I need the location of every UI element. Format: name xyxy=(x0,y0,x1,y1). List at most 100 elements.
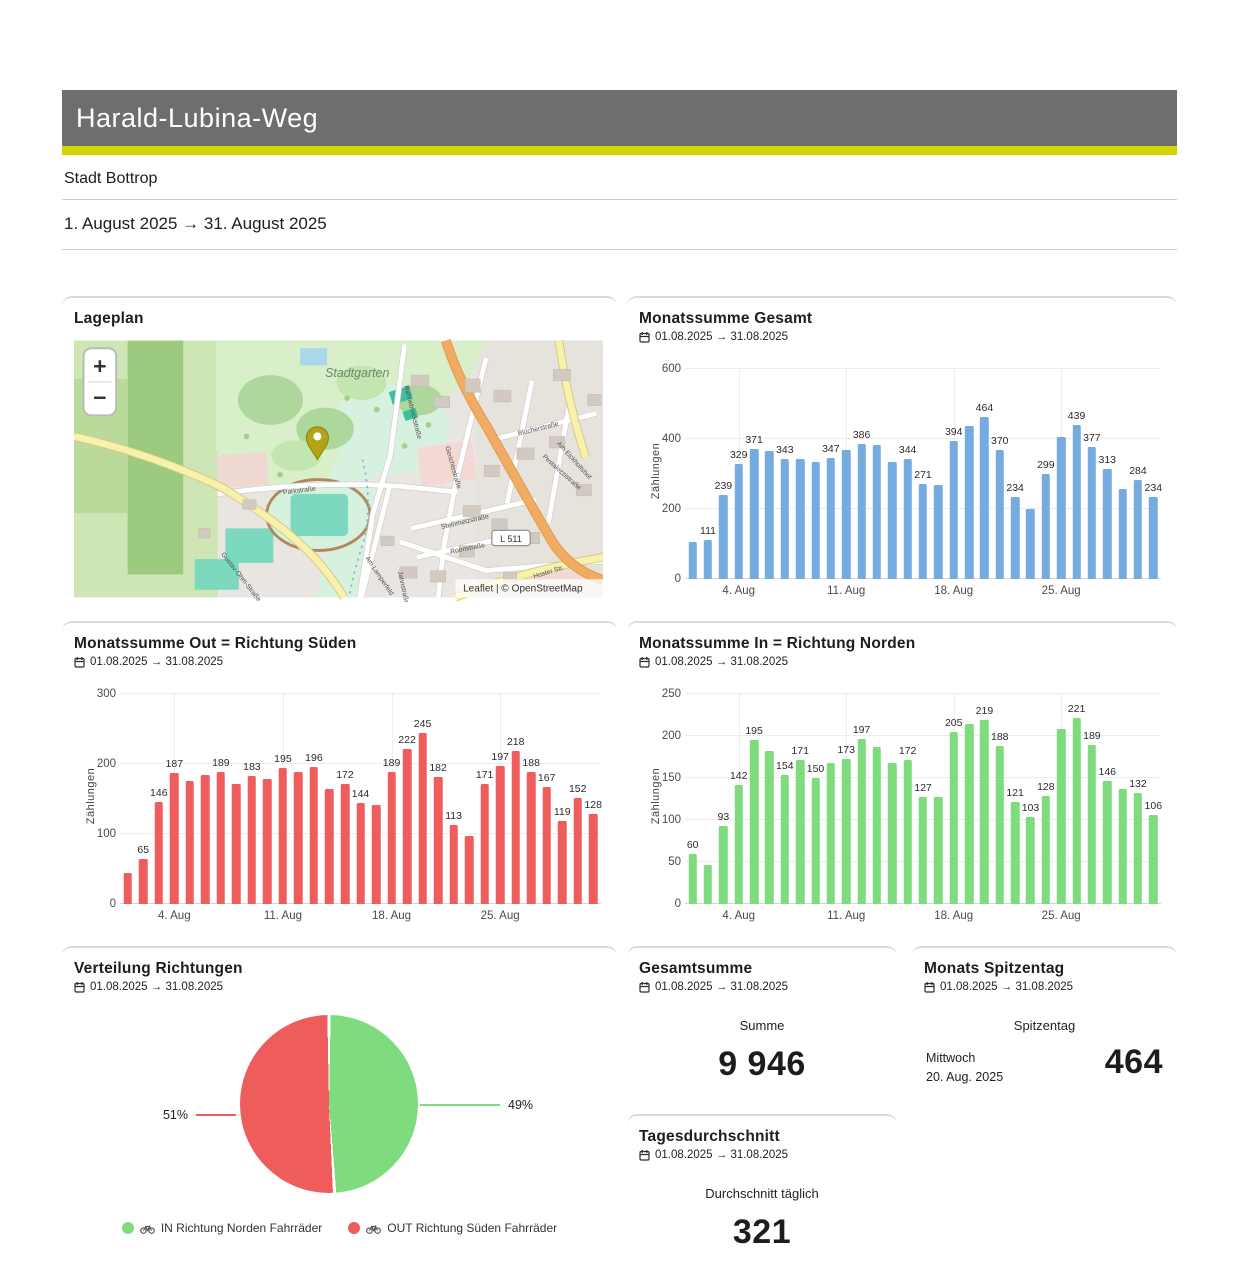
map-canvas[interactable]: Stadtgarten Parkstraße Steinmetzstraße R… xyxy=(74,336,605,602)
bar-value-label: 189 xyxy=(382,756,401,769)
bar-day-13 xyxy=(872,746,882,904)
pie-callout-out: 51% xyxy=(74,1108,236,1122)
bar-value-label: 234 xyxy=(1144,482,1163,495)
plot-area: 4. Aug 11. Aug 18. Aug 25. Aug 60 93 142 195 154… xyxy=(685,693,1163,922)
bar-day-10 xyxy=(263,778,272,904)
bar-day-30 xyxy=(573,797,582,904)
zoom-in-button[interactable]: + xyxy=(93,353,106,379)
peak-day-date: Mittwoch 20. Aug. 2025 xyxy=(926,1049,1003,1088)
panel-gesamtsumme: Gesamtsumme 01.08.2025 → 31.08.2025 Summ… xyxy=(627,946,897,1092)
svg-text:L 511: L 511 xyxy=(500,534,522,544)
bar-value-label: 218 xyxy=(506,736,525,749)
bar-value-label: 343 xyxy=(776,443,794,456)
bar-value-label: 106 xyxy=(1144,799,1163,812)
bar-day-27 xyxy=(1087,447,1097,579)
y-axis: 0 200 400 600 xyxy=(653,363,685,585)
bar-day-23 xyxy=(464,836,474,904)
total-sum-value: 9 946 xyxy=(718,1045,806,1083)
bar-day-11 xyxy=(842,450,851,579)
bar-value-label: 183 xyxy=(243,760,261,773)
bar-value-label: 150 xyxy=(806,763,825,775)
stream xyxy=(348,459,369,598)
pie-chart[interactable] xyxy=(240,1015,418,1193)
x-tick-label: 25. Aug xyxy=(1041,910,1081,922)
period-text: 01.08.2025 → 31.08.2025 xyxy=(90,981,224,993)
panel-title: Gesamtsumme xyxy=(639,960,753,977)
calendar-icon xyxy=(639,332,650,343)
pie-callout-in: 49% xyxy=(420,1098,533,1112)
peak-day-value: 464 xyxy=(1104,1043,1163,1081)
panel-monatssumme-in: Monatssumme In = Richtung Norden 01.08.2… xyxy=(627,621,1177,938)
bar-day-7 xyxy=(780,458,790,579)
bar-value-label: 197 xyxy=(491,751,509,764)
bar-day-22 xyxy=(1010,802,1020,904)
bar-day-7 xyxy=(216,771,226,904)
bar-value-label: 219 xyxy=(975,705,994,718)
map-marker-icon[interactable] xyxy=(305,426,330,461)
bar-day-12 xyxy=(294,771,303,904)
peak-weekday: Mittwoch xyxy=(926,1051,976,1065)
bar-day-27 xyxy=(526,772,536,904)
bar-day-19 xyxy=(402,748,412,904)
y-tick-label: 0 xyxy=(674,573,681,585)
zoom-out-button[interactable]: − xyxy=(93,385,106,411)
y-tick-label: 400 xyxy=(661,433,681,446)
gridline xyxy=(120,763,601,765)
bar-day-1 xyxy=(123,872,133,904)
x-tick-label: 18. Aug xyxy=(934,585,974,597)
pond xyxy=(300,348,327,366)
pie-area: 51% 49% xyxy=(74,999,605,1207)
legend-item-out[interactable]: OUT Richtung Süden Fahrräder xyxy=(348,1221,557,1235)
bar-day-13 xyxy=(872,444,882,579)
panel-title: Lageplan xyxy=(74,310,144,327)
bar-value-label: 377 xyxy=(1083,432,1101,445)
legend-item-in[interactable]: IN Richtung Norden Fahrräder xyxy=(121,1221,322,1235)
bar-day-22 xyxy=(1010,497,1020,579)
bar-value-label: 111 xyxy=(700,525,717,538)
bar-value-label: 93 xyxy=(717,810,730,823)
bar-value-label: 173 xyxy=(837,743,855,756)
bar-value-label: 65 xyxy=(137,843,150,856)
pie-legend: IN Richtung Norden Fahrräder OUT Richtun… xyxy=(74,1221,605,1235)
bar-value-label: 196 xyxy=(305,751,323,764)
bar-value-label: 127 xyxy=(914,782,932,795)
bar-day-17 xyxy=(371,805,381,904)
bar-value-label: 128 xyxy=(584,799,602,812)
bar-value-label: 144 xyxy=(351,788,370,801)
bar-day-29 xyxy=(1118,489,1127,579)
panel-title: Monats Spitzentag xyxy=(924,960,1065,977)
bar-day-26 xyxy=(511,751,520,904)
bar-value-label: 171 xyxy=(475,769,494,782)
bar-day-28 xyxy=(1103,781,1112,904)
panel-verteilung-richtungen: Verteilung Richtungen 01.08.2025 → 31.08… xyxy=(62,946,617,1256)
calendar-icon xyxy=(74,657,85,668)
bar-day-6 xyxy=(765,450,774,579)
bar-value-label: 205 xyxy=(944,716,963,729)
bar-value-label: 152 xyxy=(568,782,587,795)
map-attribution[interactable]: Leaflet | © OpenStreetMap xyxy=(455,579,603,598)
bar-day-31 xyxy=(1149,814,1158,904)
bar-value-label: 271 xyxy=(914,469,932,482)
bar-value-label: 222 xyxy=(398,733,416,746)
bar-value-label: 154 xyxy=(776,759,794,772)
bar-day-9 xyxy=(811,778,820,904)
bar-value-label: 197 xyxy=(852,723,871,736)
gridline xyxy=(685,735,1161,736)
bar-day-20 xyxy=(980,720,989,904)
bar-value-label: 128 xyxy=(1037,781,1055,794)
bar-day-28 xyxy=(542,787,551,904)
legend-label-out: OUT Richtung Süden Fahrräder xyxy=(387,1221,558,1235)
gridline xyxy=(685,777,1161,778)
gridline xyxy=(685,368,1161,369)
bar-day-22 xyxy=(449,824,458,904)
bar-day-16 xyxy=(918,484,928,579)
bar-day-12 xyxy=(857,443,866,579)
bar-value-label: 239 xyxy=(714,480,733,493)
bar-value-label: 329 xyxy=(729,448,748,461)
plot-area: 4. Aug 11. Aug 18. Aug 25. Aug 111 239 329 371 3… xyxy=(685,368,1163,597)
x-tick-label: 4. Aug xyxy=(722,910,756,922)
x-tick-label: 18. Aug xyxy=(372,910,412,922)
bar-value-label: 439 xyxy=(1067,410,1086,423)
panel-monatssumme-gesamt: Monatssumme Gesamt 01.08.2025 → 31.08.20… xyxy=(627,296,1177,613)
stat-caption: Summe xyxy=(739,1018,785,1033)
